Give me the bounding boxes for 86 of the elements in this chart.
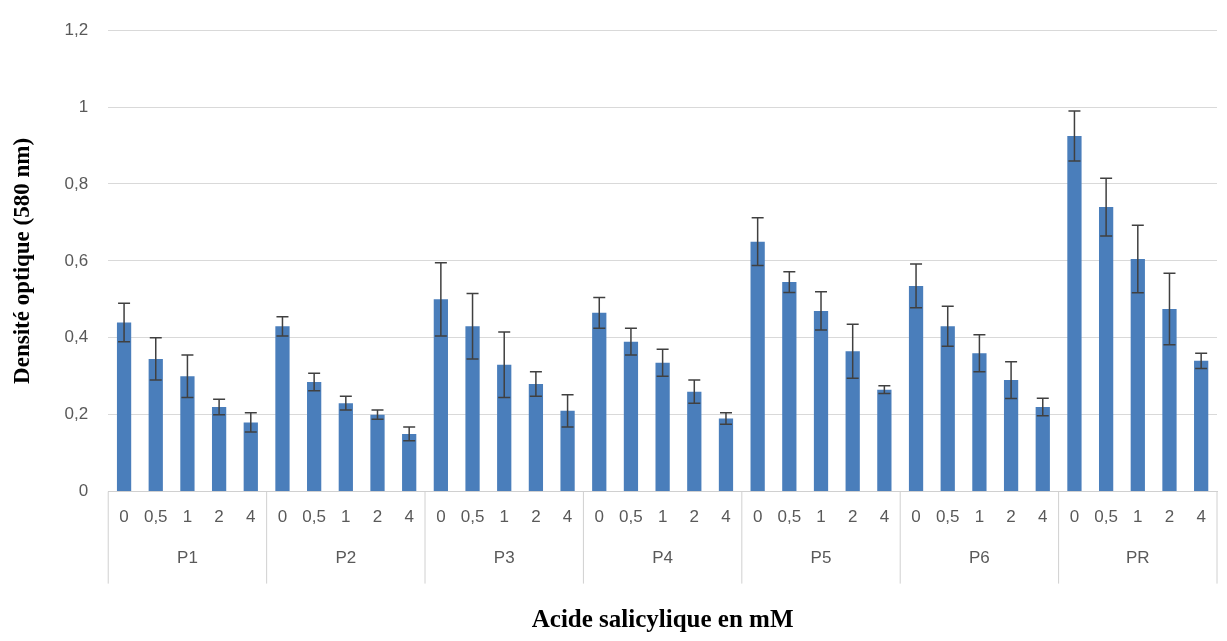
x-tick-label: 4 [879, 507, 890, 527]
bar [1003, 380, 1019, 492]
bar [402, 433, 417, 492]
x-tick-label: 0,5 [619, 507, 643, 527]
x-tick-label: 0,5 [935, 507, 960, 527]
bar [211, 407, 227, 492]
y-tick-label: 1 [78, 96, 89, 116]
x-tick-label: 4 [1196, 507, 1206, 527]
x-tick-label: 2 [531, 507, 541, 527]
bar [877, 389, 892, 492]
x-tick-label: 0 [911, 507, 921, 527]
bar [813, 310, 829, 492]
text: P3 [493, 548, 515, 568]
bar [148, 358, 163, 492]
bar [655, 362, 670, 492]
x-tick-label: 0,5 [302, 507, 326, 527]
y-tick-label: 0,2 [64, 404, 89, 424]
text: P6 [969, 548, 990, 568]
bar [243, 422, 258, 492]
y-tick-label: 1,2 [64, 19, 89, 39]
bar [718, 418, 734, 492]
x-tick-label: 0 [594, 507, 604, 527]
bar [338, 403, 353, 492]
bar [560, 410, 575, 492]
x-tick-label: 0 [277, 507, 288, 527]
x-tick-label: 2 [847, 507, 858, 527]
bar [845, 351, 860, 492]
x-tick-label: 0 [752, 507, 763, 527]
y-tick-label: 0,8 [64, 173, 89, 193]
x-tick-label: 0,5 [777, 507, 802, 527]
x-tick-label: 2 [214, 507, 224, 527]
x-tick-label: 1 [974, 507, 985, 527]
x-tick-label: 4 [404, 507, 414, 527]
bar [528, 383, 544, 492]
bar [782, 282, 797, 492]
bar [1035, 407, 1050, 492]
bar [750, 241, 765, 492]
x-tick-label: 0 [119, 507, 129, 527]
bar [275, 326, 290, 492]
x-tick-label: 4 [246, 507, 256, 527]
bar [687, 391, 702, 492]
x-tick-label: 2 [1164, 507, 1175, 527]
y-tick-label: 0,4 [64, 327, 89, 347]
y-axis-title: Densité optique (580 nm) [8, 137, 34, 384]
x-tick-label: 1 [499, 507, 509, 527]
bar [307, 382, 322, 492]
x-tick-label: 2 [1006, 507, 1016, 527]
bar [908, 285, 924, 492]
bar [940, 326, 955, 492]
x-tick-label: 4 [1038, 507, 1048, 527]
bar [370, 414, 385, 492]
bar [1194, 360, 1209, 492]
x-tick-label: 2 [689, 507, 700, 527]
y-tick-label: 0 [78, 481, 89, 501]
y-tick-label: 0,6 [64, 250, 89, 270]
bar [180, 376, 195, 492]
text: P4 [652, 548, 674, 568]
bar [1067, 135, 1082, 492]
x-tick-label: 4 [721, 507, 731, 527]
x-tick-label: 1 [816, 507, 826, 527]
bar [592, 312, 607, 492]
bar [1098, 207, 1114, 492]
x-tick-label: 0 [436, 507, 446, 527]
bar [116, 322, 132, 492]
x-tick-label: 1 [182, 507, 193, 527]
bar [465, 326, 480, 492]
bar [1130, 258, 1145, 492]
text: PR [1125, 548, 1150, 568]
bar [972, 353, 987, 492]
x-tick-label: 1 [341, 507, 351, 527]
bar [433, 299, 448, 492]
text: P5 [810, 548, 832, 568]
bar [1162, 308, 1177, 492]
text: P2 [335, 548, 357, 568]
text: P1 [177, 548, 198, 568]
x-tick-label: 0,5 [1094, 507, 1118, 527]
x-tick-label: 0,5 [460, 507, 485, 527]
x-tick-label: 0 [1069, 507, 1080, 527]
x-tick-label: 2 [372, 507, 383, 527]
x-tick-label: 0,5 [143, 507, 168, 527]
x-tick-label: 1 [657, 507, 668, 527]
x-tick-label: 1 [1133, 507, 1143, 527]
x-tick-label: 4 [562, 507, 573, 527]
x-axis-title: Acide salicylique en mM [531, 605, 794, 633]
bar [623, 341, 639, 492]
bar [497, 364, 512, 492]
